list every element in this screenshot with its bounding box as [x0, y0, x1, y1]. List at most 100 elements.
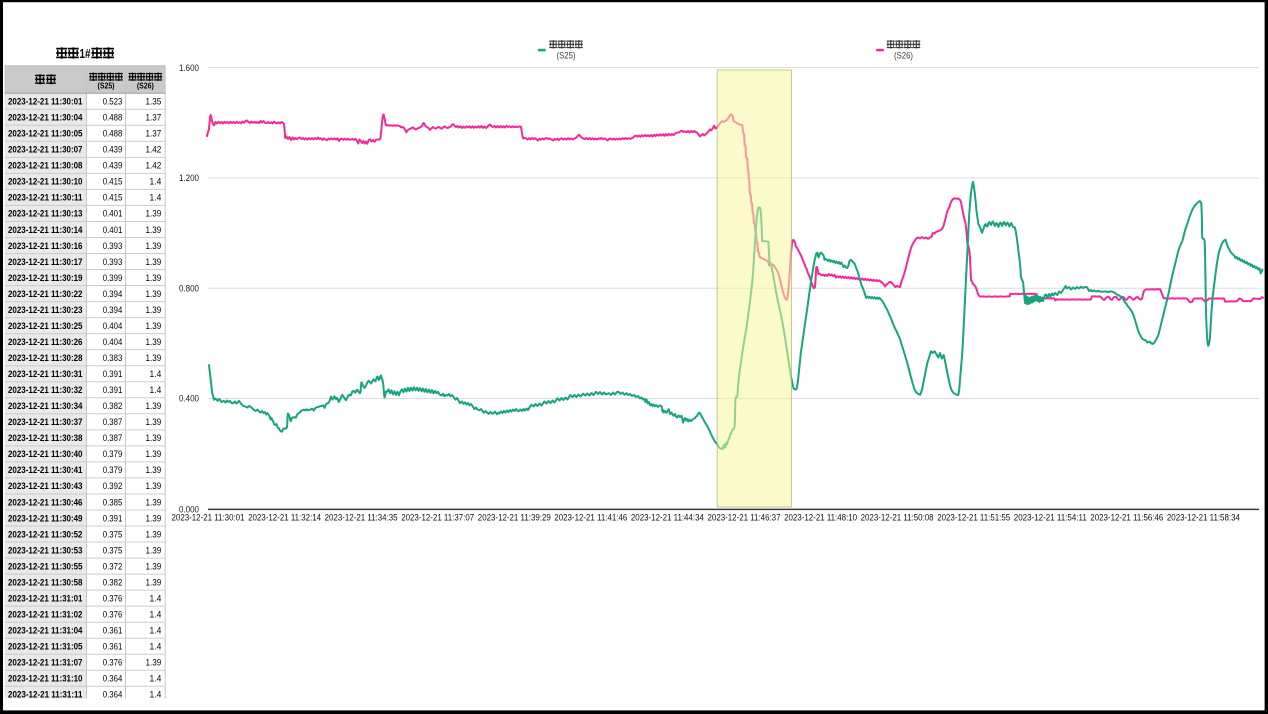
svg-text:2023-12-21 11:30:01: 2023-12-21 11:30:01 [8, 97, 83, 107]
svg-text:0.361: 0.361 [103, 626, 123, 636]
svg-text:2023-12-21 11:30:58: 2023-12-21 11:30:58 [8, 577, 83, 587]
svg-text:2023-12-21 11:34:35: 2023-12-21 11:34:35 [325, 512, 398, 522]
svg-text:2023-12-21 11:30:55: 2023-12-21 11:30:55 [8, 561, 83, 571]
svg-text:0.385: 0.385 [103, 497, 123, 507]
svg-text:2023-12-21 11:54:11: 2023-12-21 11:54:11 [1014, 512, 1087, 522]
svg-text:2023-12-21 11:30:28: 2023-12-21 11:30:28 [8, 353, 83, 363]
svg-text:2023-12-21 11:50:08: 2023-12-21 11:50:08 [861, 512, 934, 522]
svg-text:1.39: 1.39 [146, 273, 162, 283]
svg-text:2023-12-21 11:37:07: 2023-12-21 11:37:07 [401, 512, 474, 522]
svg-text:2023-12-21 11:31:07: 2023-12-21 11:31:07 [8, 658, 83, 668]
svg-text:1.42: 1.42 [146, 161, 162, 171]
svg-text:1.39: 1.39 [146, 401, 162, 411]
svg-text:1.39: 1.39 [146, 529, 162, 539]
svg-text:1.39: 1.39 [146, 417, 162, 427]
svg-text:0.400: 0.400 [179, 394, 199, 404]
svg-text:2023-12-21 11:30:41: 2023-12-21 11:30:41 [8, 465, 83, 475]
svg-text:2023-12-21 11:44:34: 2023-12-21 11:44:34 [631, 512, 704, 522]
svg-text:1.200: 1.200 [179, 173, 199, 183]
svg-text:1.37: 1.37 [146, 129, 162, 139]
svg-text:0.391: 0.391 [103, 385, 123, 395]
svg-text:(S25): (S25) [557, 50, 576, 60]
svg-text:1.39: 1.39 [146, 449, 162, 459]
svg-text:0.523: 0.523 [103, 97, 123, 107]
svg-text:0.383: 0.383 [103, 353, 123, 363]
svg-text:0.488: 0.488 [103, 129, 123, 139]
svg-text:0.379: 0.379 [103, 449, 123, 459]
svg-text:2023-12-21 11:30:43: 2023-12-21 11:30:43 [8, 481, 83, 491]
svg-text:1.39: 1.39 [146, 353, 162, 363]
svg-text:(S25): (S25) [98, 81, 115, 91]
svg-text:0.404: 0.404 [103, 337, 123, 347]
svg-text:0.392: 0.392 [103, 481, 123, 491]
svg-text:2023-12-21 11:39:29: 2023-12-21 11:39:29 [478, 512, 551, 522]
svg-text:1.39: 1.39 [146, 513, 162, 523]
svg-text:2023-12-21 11:30:08: 2023-12-21 11:30:08 [8, 161, 83, 171]
svg-text:0.376: 0.376 [103, 610, 123, 620]
svg-text:2023-12-21 11:48:10: 2023-12-21 11:48:10 [784, 512, 857, 522]
svg-text:2023-12-21 11:46:37: 2023-12-21 11:46:37 [708, 512, 781, 522]
svg-text:2023-12-21 11:30:07: 2023-12-21 11:30:07 [8, 145, 83, 155]
svg-text:1.4: 1.4 [150, 626, 162, 636]
svg-text:0.415: 0.415 [103, 193, 123, 203]
svg-text:1.4: 1.4 [150, 177, 162, 187]
svg-text:2023-12-21 11:56:46: 2023-12-21 11:56:46 [1090, 512, 1163, 522]
svg-text:2023-12-21 11:30:38: 2023-12-21 11:30:38 [8, 433, 83, 443]
svg-text:2023-12-21 11:31:04: 2023-12-21 11:31:04 [8, 626, 83, 636]
svg-text:2023-12-21 11:30:10: 2023-12-21 11:30:10 [8, 177, 83, 187]
svg-text:2023-12-21 11:31:11: 2023-12-21 11:31:11 [8, 690, 83, 700]
svg-text:1.39: 1.39 [146, 321, 162, 331]
svg-text:0.391: 0.391 [103, 513, 123, 523]
svg-text:1.39: 1.39 [146, 225, 162, 235]
svg-text:0.364: 0.364 [103, 674, 123, 684]
svg-text:0.382: 0.382 [103, 401, 123, 411]
svg-text:1.39: 1.39 [146, 577, 162, 587]
svg-text:2023-12-21 11:30:26: 2023-12-21 11:30:26 [8, 337, 83, 347]
svg-text:0.376: 0.376 [103, 658, 123, 668]
svg-text:2023-12-21 11:30:04: 2023-12-21 11:30:04 [8, 113, 83, 123]
svg-text:0.393: 0.393 [103, 241, 123, 251]
svg-text:0.488: 0.488 [103, 113, 123, 123]
svg-text:2023-12-21 11:30:14: 2023-12-21 11:30:14 [8, 225, 83, 235]
svg-text:1.600: 1.600 [179, 63, 199, 73]
svg-text:2023-12-21 11:30:34: 2023-12-21 11:30:34 [8, 401, 83, 411]
svg-text:2023-12-21 11:30:53: 2023-12-21 11:30:53 [8, 545, 83, 555]
svg-text:0.394: 0.394 [103, 305, 123, 315]
svg-text:2023-12-21 11:51:55: 2023-12-21 11:51:55 [937, 512, 1010, 522]
svg-text:1.4: 1.4 [150, 385, 162, 395]
svg-text:0.401: 0.401 [103, 225, 123, 235]
svg-text:0.000: 0.000 [179, 505, 199, 515]
svg-text:1.39: 1.39 [146, 658, 162, 668]
svg-text:0.375: 0.375 [103, 529, 123, 539]
svg-text:0.439: 0.439 [103, 161, 123, 171]
svg-text:1.4: 1.4 [150, 690, 162, 700]
svg-text:1.39: 1.39 [146, 337, 162, 347]
svg-text:1.39: 1.39 [146, 241, 162, 251]
svg-text:1.39: 1.39 [146, 561, 162, 571]
svg-text:2023-12-21 11:31:10: 2023-12-21 11:31:10 [8, 674, 83, 684]
svg-text:1.4: 1.4 [150, 642, 162, 652]
svg-text:1.39: 1.39 [146, 289, 162, 299]
svg-text:0.375: 0.375 [103, 545, 123, 555]
svg-text:2023-12-21 11:30:25: 2023-12-21 11:30:25 [8, 321, 83, 331]
svg-text:0.401: 0.401 [103, 209, 123, 219]
svg-text:2023-12-21 11:41:46: 2023-12-21 11:41:46 [554, 512, 627, 522]
svg-text:1.35: 1.35 [146, 97, 162, 107]
svg-text:(S26): (S26) [137, 81, 154, 91]
svg-text:0.394: 0.394 [103, 289, 123, 299]
svg-text:0.391: 0.391 [103, 369, 123, 379]
svg-text:0.387: 0.387 [103, 433, 123, 443]
svg-text:1.39: 1.39 [146, 465, 162, 475]
svg-text:2023-12-21 11:30:16: 2023-12-21 11:30:16 [8, 241, 83, 251]
svg-text:0.376: 0.376 [103, 593, 123, 603]
svg-text:0.364: 0.364 [103, 690, 123, 700]
svg-text:0.361: 0.361 [103, 642, 123, 652]
svg-text:0.393: 0.393 [103, 257, 123, 267]
svg-text:1.39: 1.39 [146, 481, 162, 491]
svg-text:1.4: 1.4 [150, 593, 162, 603]
svg-text:0.372: 0.372 [103, 561, 123, 571]
svg-text:2023-12-21 11:32:14: 2023-12-21 11:32:14 [248, 512, 321, 522]
svg-text:1.37: 1.37 [146, 113, 162, 123]
svg-text:1.4: 1.4 [150, 610, 162, 620]
svg-text:1.4: 1.4 [150, 674, 162, 684]
